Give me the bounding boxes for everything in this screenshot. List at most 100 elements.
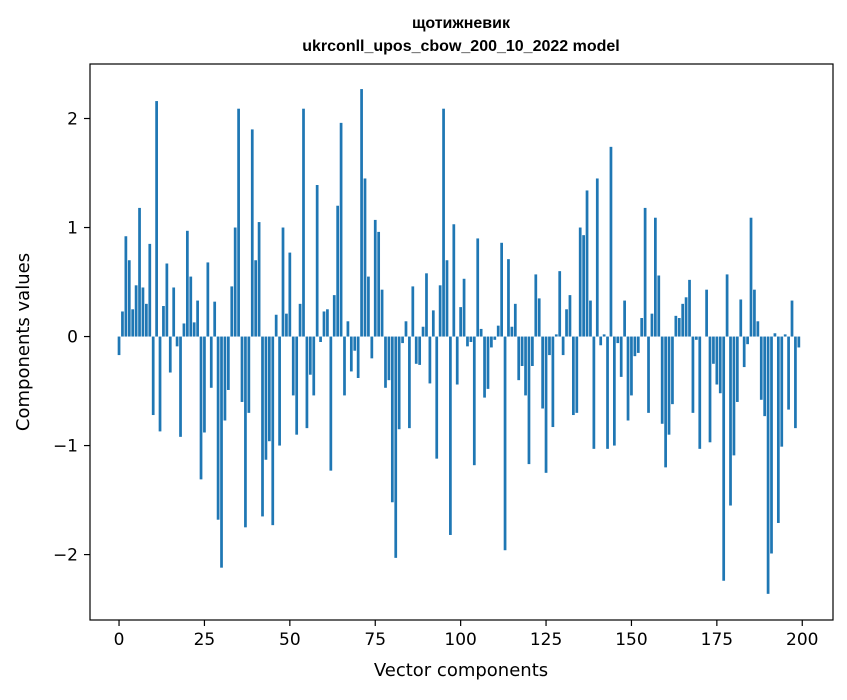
- bar-component-53: [298, 303, 302, 337]
- bar-component-193: [776, 336, 780, 523]
- bar-component-8: [145, 303, 148, 337]
- bar-component-29: [216, 336, 220, 520]
- bar-component-106: [479, 328, 483, 337]
- bar-component-99: [455, 336, 459, 385]
- bar-component-50: [288, 252, 292, 337]
- bar-component-100: [459, 307, 463, 337]
- bar-component-198: [794, 336, 797, 429]
- chart-title-line2: ukrconll_upos_cbow_200_10_2022 model: [302, 38, 619, 55]
- bar-component-78: [384, 336, 387, 388]
- bar-component-57: [312, 336, 316, 396]
- bar-component-6: [138, 207, 141, 337]
- bar-component-183: [742, 336, 746, 368]
- bar-component-84: [404, 321, 408, 337]
- bar-component-127: [551, 336, 555, 428]
- bar-component-109: [490, 336, 493, 348]
- bar-component-149: [626, 336, 630, 421]
- bar-component-30: [220, 336, 223, 568]
- bar-component-21: [189, 276, 193, 337]
- bar-component-41: [257, 222, 261, 337]
- bar-component-114: [507, 259, 510, 337]
- bar-component-24: [199, 336, 203, 480]
- bar-component-179: [729, 336, 732, 506]
- bar-component-93: [435, 336, 439, 459]
- bar-component-142: [602, 334, 606, 337]
- bar-component-158: [657, 275, 661, 337]
- bar-component-143: [606, 336, 609, 449]
- bar-component-134: [575, 336, 579, 413]
- bar-component-151: [633, 336, 637, 357]
- bar-component-44: [267, 336, 271, 442]
- bar-component-138: [589, 300, 592, 337]
- bar-component-118: [520, 336, 524, 366]
- bar-component-80: [390, 336, 394, 503]
- bar-component-104: [472, 336, 476, 466]
- bar-component-111: [496, 325, 500, 337]
- bar-component-81: [394, 336, 398, 558]
- bar-component-26: [206, 262, 210, 337]
- bar-component-180: [732, 336, 736, 456]
- bar-component-87: [414, 336, 418, 364]
- y-tick-label: 2: [67, 110, 78, 130]
- y-tick-label: −1: [53, 437, 78, 457]
- y-tick-label: −2: [53, 546, 78, 566]
- bar-component-71: [360, 89, 363, 337]
- bar-component-34: [233, 227, 237, 337]
- bar-component-133: [572, 336, 575, 416]
- bar-component-98: [452, 224, 456, 337]
- x-tick-label: 50: [279, 630, 301, 650]
- bar-component-168: [691, 336, 695, 413]
- bar-component-162: [671, 336, 674, 405]
- bar-component-66: [343, 336, 346, 396]
- bar-component-86: [411, 286, 415, 337]
- bar-component-166: [684, 297, 688, 337]
- bar-component-12: [158, 336, 162, 432]
- bar-component-74: [370, 336, 374, 359]
- bar-component-2: [124, 236, 128, 337]
- bar-component-97: [449, 336, 452, 535]
- bar-component-173: [708, 336, 712, 443]
- bar-component-120: [527, 336, 531, 465]
- bar-component-45: [271, 336, 275, 526]
- bar-component-156: [650, 313, 654, 337]
- bar-component-148: [623, 300, 626, 337]
- x-tick-label: 25: [194, 630, 216, 650]
- bar-component-9: [148, 243, 152, 337]
- y-axis-label: Components values: [13, 253, 34, 431]
- bar-component-117: [517, 336, 521, 381]
- bar-component-145: [613, 336, 616, 446]
- bar-component-192: [773, 333, 777, 337]
- bar-component-90: [425, 273, 428, 337]
- bar-component-60: [322, 311, 326, 337]
- bar-component-196: [787, 336, 790, 410]
- bar-component-40: [254, 260, 258, 337]
- bar-component-153: [640, 318, 644, 337]
- bar-component-139: [592, 336, 596, 449]
- bar-component-136: [582, 235, 585, 337]
- bar-component-161: [667, 336, 671, 435]
- bar-component-72: [363, 178, 367, 337]
- bar-component-190: [766, 336, 770, 594]
- bar-component-25: [203, 336, 206, 433]
- bar-component-35: [237, 108, 240, 337]
- bar-component-197: [790, 300, 794, 337]
- bar-component-22: [192, 322, 196, 337]
- x-tick-label: 200: [786, 630, 818, 650]
- bar-component-169: [694, 336, 698, 340]
- bar-component-37: [244, 336, 247, 528]
- bar-component-155: [647, 336, 650, 413]
- bar-component-131: [565, 309, 568, 337]
- bar-component-68: [349, 336, 353, 372]
- bar-component-137: [585, 190, 589, 337]
- bar-component-152: [636, 336, 640, 353]
- y-tick-label: 1: [67, 219, 78, 239]
- bar-component-79: [387, 336, 391, 381]
- bar-component-129: [558, 271, 562, 337]
- bar-component-3: [127, 260, 131, 337]
- bar-component-125: [544, 336, 548, 473]
- bar-component-28: [213, 301, 217, 337]
- bar-component-85: [408, 336, 411, 429]
- bar-component-27: [209, 336, 213, 388]
- bar-component-140: [595, 178, 599, 337]
